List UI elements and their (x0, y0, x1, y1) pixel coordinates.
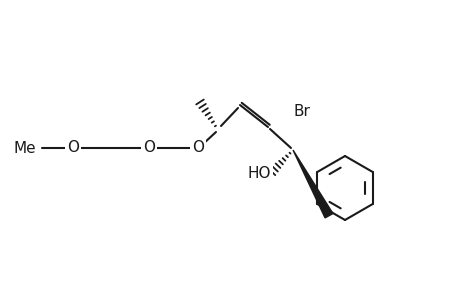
Text: O: O (143, 140, 155, 154)
Text: O: O (191, 140, 203, 154)
Text: O: O (67, 140, 79, 154)
Text: Br: Br (293, 103, 310, 118)
Text: HO: HO (247, 166, 270, 181)
Polygon shape (292, 150, 332, 218)
Text: Me: Me (13, 140, 36, 155)
